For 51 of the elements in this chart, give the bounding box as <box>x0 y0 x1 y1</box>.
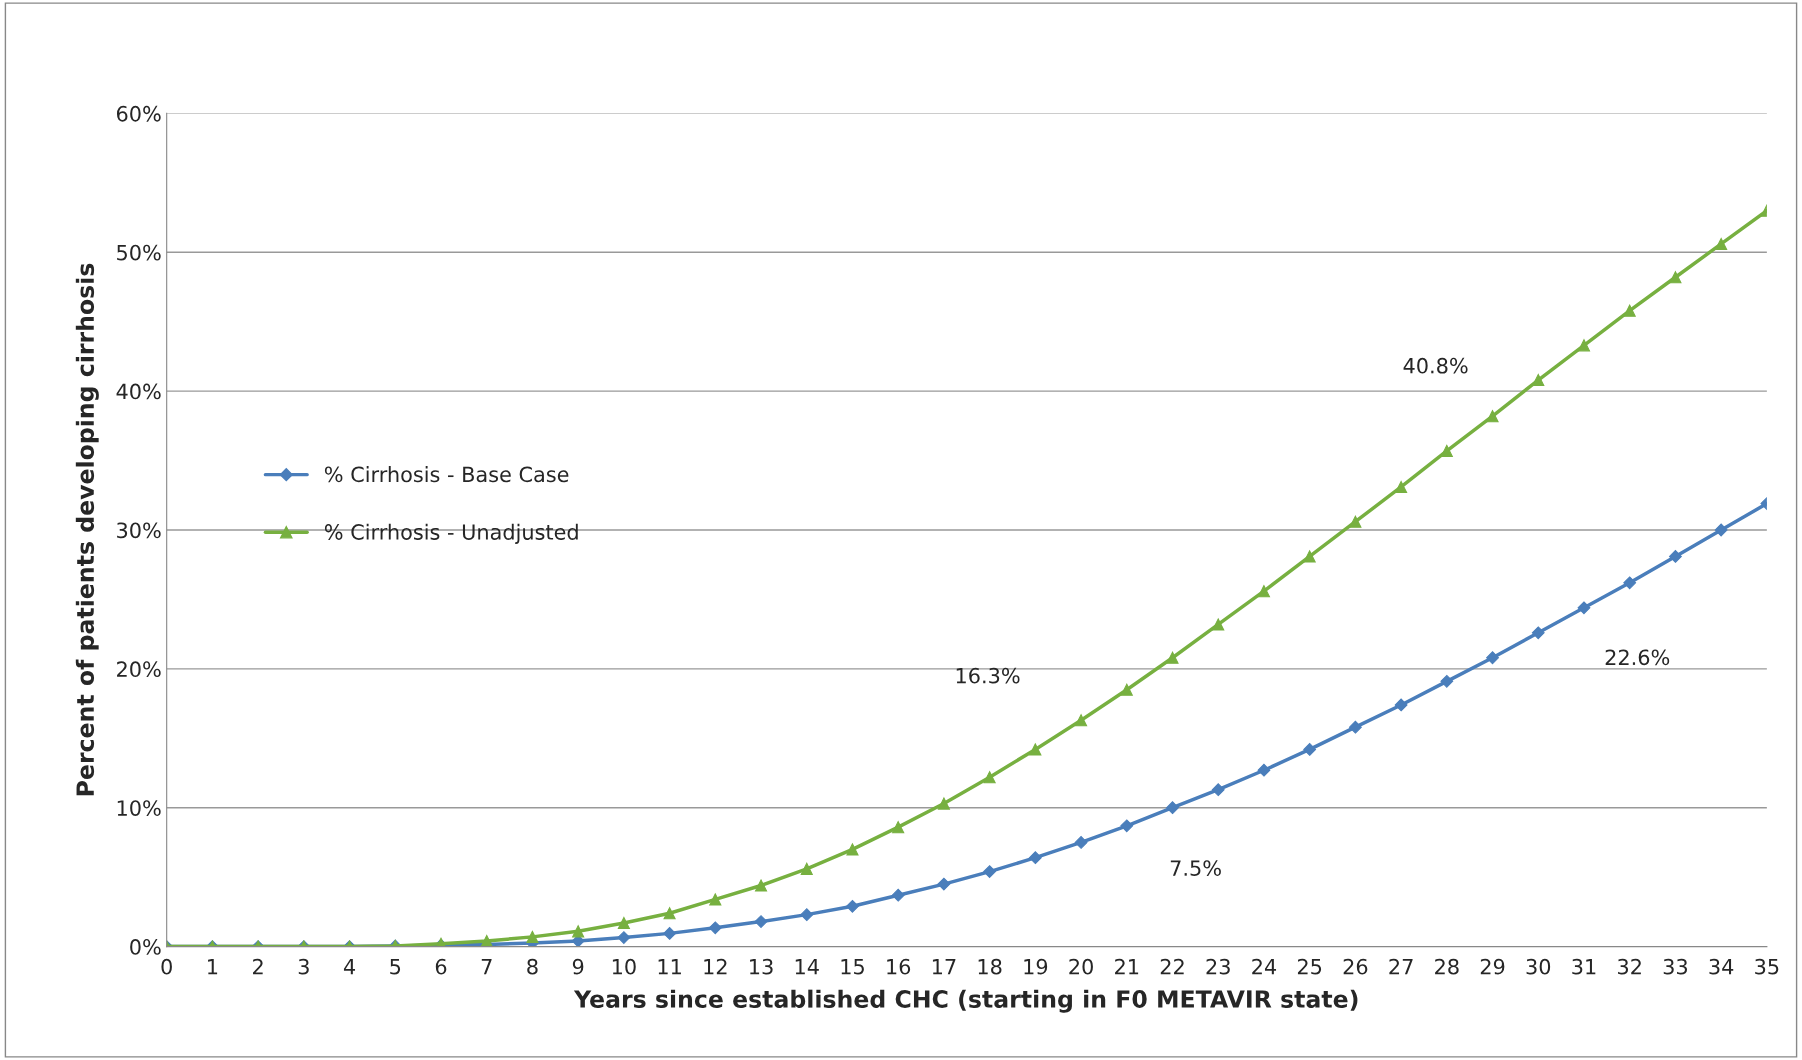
x-tick-label: 20 <box>1069 958 1093 975</box>
x-tick-label: 4 <box>343 959 356 975</box>
x-tick-label: 28 <box>1435 958 1459 975</box>
y-axis-title: Percent of patients developing cirrhosis <box>75 263 99 796</box>
x-tick-label: 29 <box>1480 958 1505 975</box>
annotation: 16.3% <box>956 667 1020 684</box>
x-tick-label: 31 <box>1572 958 1596 975</box>
y-tick-label: 40% <box>116 383 161 400</box>
x-tick-label: 0 <box>161 958 172 975</box>
annotation: 40.8% <box>1403 357 1468 374</box>
x-tick-label: 15 <box>841 959 864 975</box>
y-tick-label: 20% <box>117 661 161 678</box>
x-tick-label: 8 <box>527 958 538 975</box>
legend-label: % Cirrhosis - Base Case <box>324 466 569 483</box>
x-tick-label: 26 <box>1343 958 1368 975</box>
x-tick-label: 5 <box>390 959 401 975</box>
x-tick-label: 2 <box>253 958 263 975</box>
y-tick-label: 30% <box>117 522 161 539</box>
x-tick-label: 21 <box>1115 958 1139 975</box>
x-tick-label: 18 <box>978 958 1002 975</box>
x-tick-label: 6 <box>435 958 447 975</box>
x-tick-label: 14 <box>795 959 819 975</box>
x-tick-label: 7 <box>481 959 492 975</box>
x-tick-label: 35 <box>1755 958 1779 975</box>
x-tick-label: 23 <box>1206 958 1230 975</box>
y-tick-label: 50% <box>117 244 161 261</box>
x-tick-label: 34 <box>1709 958 1734 975</box>
x-tick-label: 33 <box>1663 958 1688 975</box>
x-tick-label: 16 <box>887 958 911 975</box>
x-tick-label: 17 <box>932 959 956 975</box>
legend-label: % Cirrhosis - Unadjusted <box>324 523 578 544</box>
x-tick-label: 22 <box>1160 958 1184 975</box>
x-tick-label: 1 <box>208 959 218 975</box>
x-tick-label: 24 <box>1252 958 1277 975</box>
annotation: 22.6% <box>1605 649 1670 666</box>
y-tick-label: 60% <box>116 105 161 122</box>
x-tick-label: 12 <box>704 958 727 975</box>
x-tick-label: 10 <box>612 958 636 975</box>
x-tick-label: 9 <box>572 958 584 975</box>
x-tick-label: 11 <box>658 959 681 975</box>
x-tick-label: 19 <box>1024 958 1048 975</box>
y-tick-label: 10% <box>117 800 161 816</box>
x-tick-label: 27 <box>1389 958 1413 975</box>
x-tick-label: 32 <box>1618 958 1641 975</box>
x-tick-label: 30 <box>1526 958 1551 975</box>
annotation: 7.5% <box>1170 860 1221 876</box>
x-tick-label: 3 <box>298 958 309 975</box>
y-tick-label: 0% <box>130 939 161 955</box>
x-tick-label: 13 <box>750 958 773 975</box>
x-tick-label: 25 <box>1297 958 1322 975</box>
x-axis-title: Years since established CHC (starting in F0 METAVIR state) <box>573 989 1358 1013</box>
